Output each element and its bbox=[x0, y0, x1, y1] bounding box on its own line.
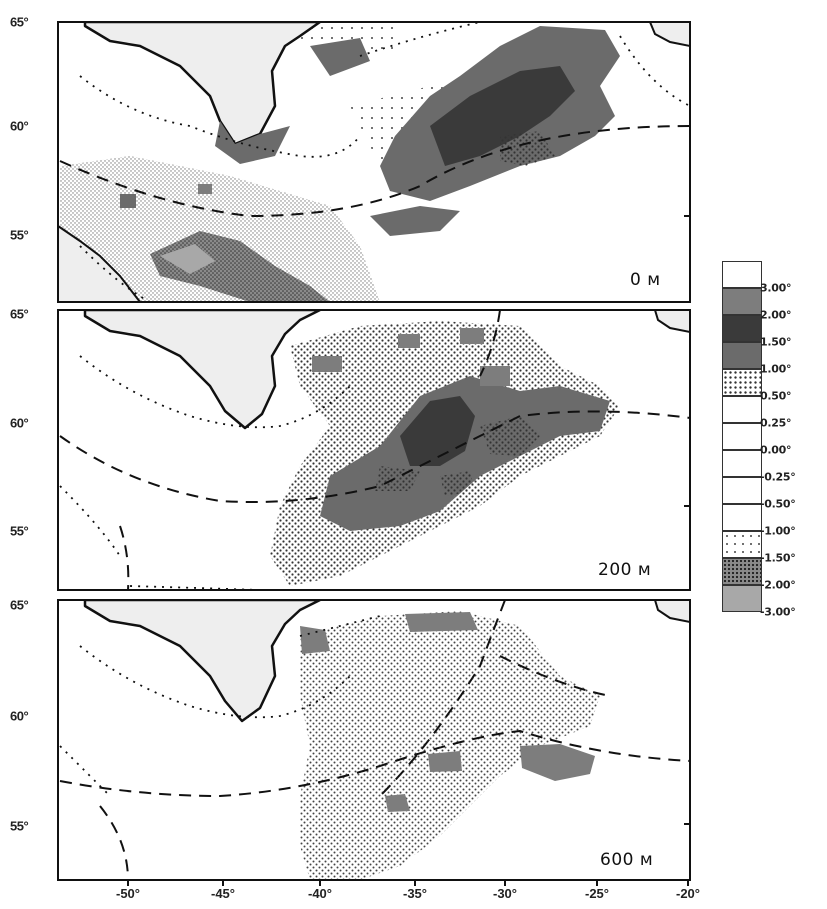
lat-label-65: 65° bbox=[10, 306, 29, 322]
map-panel-600m bbox=[57, 599, 691, 886]
legend-swatch bbox=[722, 423, 762, 450]
anomaly-patch bbox=[405, 612, 478, 632]
depth-label-600m: 600 м bbox=[600, 850, 654, 870]
legend-label: 0.00° bbox=[760, 443, 792, 457]
legend-label: -0.25° bbox=[760, 470, 796, 484]
depth-label-0m: 0 м bbox=[630, 270, 661, 290]
legend-label: -3.00° bbox=[760, 605, 796, 619]
lon-label-35: -35° bbox=[403, 886, 427, 901]
dot-patch bbox=[480, 416, 540, 456]
legend-label: 1.50° bbox=[760, 335, 792, 349]
legend-swatch bbox=[722, 531, 762, 558]
lat-label-65: 65° bbox=[10, 14, 29, 30]
legend-label: 1.00° bbox=[760, 362, 792, 376]
isobath-dotted bbox=[79, 75, 361, 158]
lon-label-25: -25° bbox=[585, 886, 609, 901]
map-panel-200m bbox=[57, 309, 691, 591]
anomaly-region-dark bbox=[430, 66, 575, 166]
lon-label-45: -45° bbox=[211, 886, 235, 901]
lon-label-50: -50° bbox=[116, 886, 140, 901]
map-panel-0m bbox=[57, 21, 691, 303]
front-line bbox=[59, 410, 690, 503]
legend-label: 0.50° bbox=[760, 389, 792, 403]
lat-label-60: 60° bbox=[10, 415, 29, 431]
legend-label: 3.00° bbox=[760, 281, 792, 295]
depth-label-200m: 200 м bbox=[598, 560, 652, 580]
lat-label-55: 55° bbox=[10, 818, 29, 834]
legend-swatch bbox=[722, 369, 762, 396]
lon-label-30: -30° bbox=[493, 886, 517, 901]
lon-label-40: -40° bbox=[308, 886, 332, 901]
legend-label: 2.00° bbox=[760, 308, 792, 322]
legend-label: -1.50° bbox=[760, 551, 796, 565]
anomaly-region-gray bbox=[310, 38, 370, 76]
front-line bbox=[59, 125, 690, 218]
legend-label: -0.50° bbox=[760, 497, 796, 511]
legend-swatch bbox=[722, 288, 762, 315]
legend-swatch bbox=[722, 558, 762, 585]
stipple-region bbox=[300, 611, 600, 880]
legend-label: 0.25° bbox=[760, 416, 792, 430]
anomaly-patch bbox=[520, 744, 595, 781]
lon-label-20: -20° bbox=[676, 886, 700, 901]
front-line bbox=[59, 729, 690, 798]
lat-label-55: 55° bbox=[10, 523, 29, 539]
lat-label-65: 65° bbox=[10, 597, 29, 613]
lat-label-60: 60° bbox=[10, 118, 29, 134]
isobath-dotted bbox=[79, 355, 351, 429]
legend-swatch bbox=[722, 477, 762, 504]
legend-swatch bbox=[722, 585, 762, 612]
legend-swatch bbox=[722, 450, 762, 477]
legend-swatch bbox=[722, 261, 762, 288]
legend-label: -1.00° bbox=[760, 524, 796, 538]
legend-swatch bbox=[722, 504, 762, 531]
anomaly-region-gray bbox=[370, 206, 460, 236]
legend-swatch bbox=[722, 396, 762, 423]
legend-label: -2.00° bbox=[760, 578, 796, 592]
legend-swatch bbox=[722, 315, 762, 342]
lat-label-60: 60° bbox=[10, 708, 29, 724]
lat-label-55: 55° bbox=[10, 227, 29, 243]
greenland-landmass bbox=[83, 600, 322, 723]
greenland-landmass bbox=[83, 310, 322, 430]
legend-swatch bbox=[722, 342, 762, 369]
isobath-dotted bbox=[79, 645, 351, 719]
